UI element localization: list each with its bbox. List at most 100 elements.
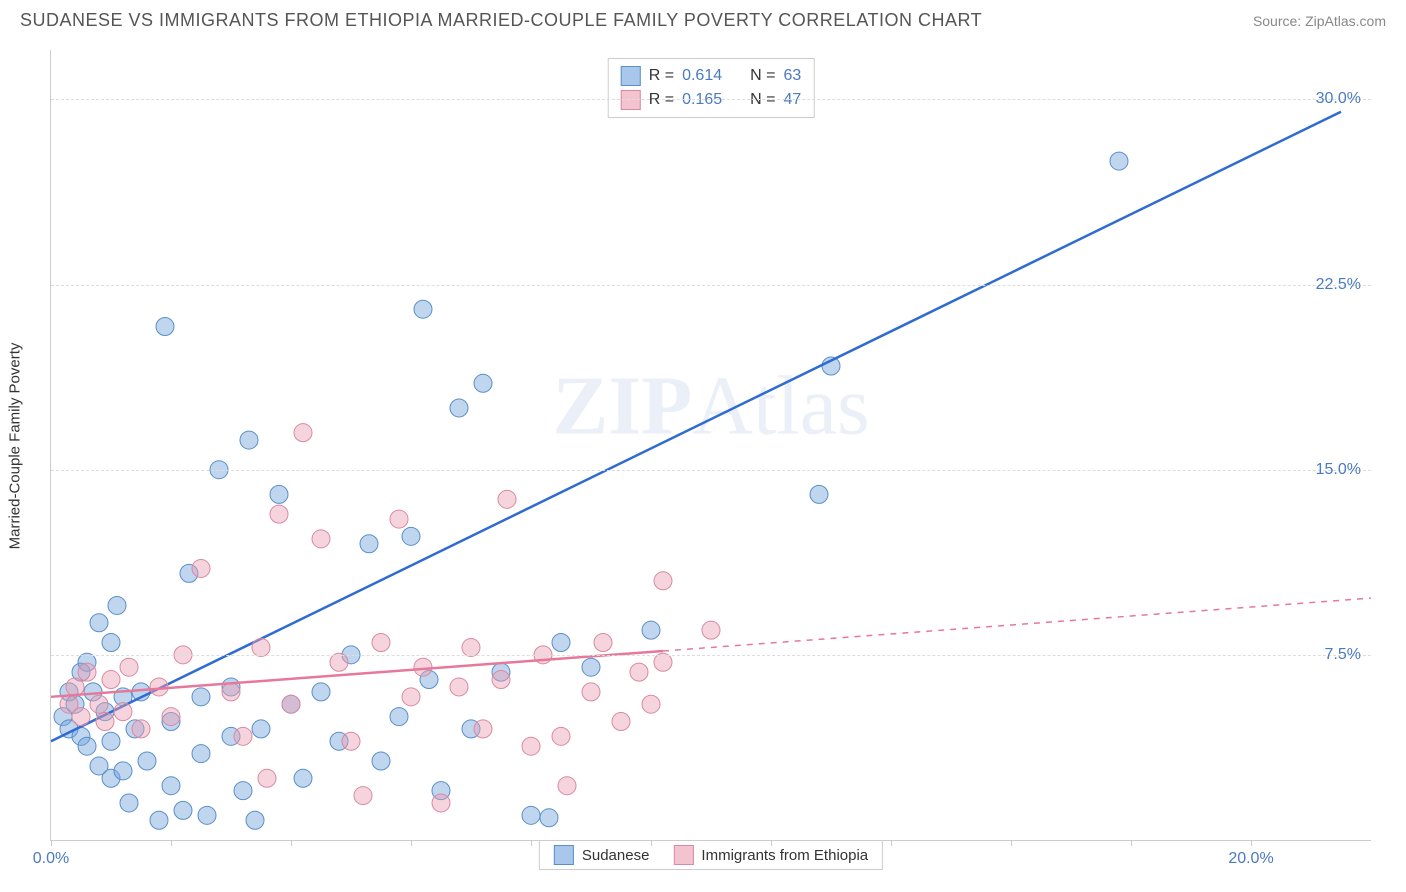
data-point (192, 688, 210, 706)
chart-plot-area: ZIPAtlas R =0.614N =63R =0.165N =47 Suda… (50, 50, 1371, 841)
data-point (474, 374, 492, 392)
data-point (630, 663, 648, 681)
data-point (72, 708, 90, 726)
data-point (342, 732, 360, 750)
data-point (702, 621, 720, 639)
data-point (90, 695, 108, 713)
x-tick-mark (531, 840, 532, 846)
data-point (174, 801, 192, 819)
data-point (78, 737, 96, 755)
data-point (642, 695, 660, 713)
stats-legend-row: R =0.614N =63 (621, 64, 802, 88)
data-point (372, 634, 390, 652)
data-point (138, 752, 156, 770)
data-point (582, 683, 600, 701)
data-point (252, 638, 270, 656)
x-tick-mark (1131, 840, 1132, 846)
legend-swatch (554, 845, 574, 865)
data-point (120, 794, 138, 812)
series-legend-box: Sudanese Immigrants from Ethiopia (539, 840, 883, 870)
data-point (282, 695, 300, 713)
legend-swatch (621, 66, 641, 86)
data-point (1110, 152, 1128, 170)
data-point (612, 713, 630, 731)
data-point (150, 811, 168, 829)
data-point (354, 787, 372, 805)
data-point (582, 658, 600, 676)
legend-swatch (673, 845, 693, 865)
data-point (432, 794, 450, 812)
regression-line-extrapolated (663, 598, 1371, 651)
data-point (558, 777, 576, 795)
r-value: 0.614 (682, 67, 722, 85)
data-point (96, 713, 114, 731)
data-point (234, 727, 252, 745)
grid-line (51, 285, 1371, 286)
data-point (102, 634, 120, 652)
legend-series-name: Immigrants from Ethiopia (701, 847, 868, 864)
data-point (450, 678, 468, 696)
data-point (552, 727, 570, 745)
data-point (360, 535, 378, 553)
data-point (222, 683, 240, 701)
data-point (258, 769, 276, 787)
legend-item: Sudanese (554, 845, 650, 865)
data-point (102, 732, 120, 750)
data-point (114, 703, 132, 721)
legend-series-name: Sudanese (582, 847, 650, 864)
regression-line (51, 112, 1341, 742)
n-label: N = (750, 67, 775, 85)
data-point (390, 510, 408, 528)
data-point (108, 596, 126, 614)
data-point (114, 762, 132, 780)
data-point (810, 485, 828, 503)
data-point (654, 653, 672, 671)
grid-line (51, 655, 1371, 656)
y-tick-label: 15.0% (1316, 461, 1361, 479)
data-point (462, 638, 480, 656)
data-point (132, 720, 150, 738)
y-axis-label: Married-Couple Family Poverty (7, 343, 24, 550)
data-point (540, 809, 558, 827)
data-point (246, 811, 264, 829)
x-tick-mark (171, 840, 172, 846)
data-point (198, 806, 216, 824)
data-point (330, 653, 348, 671)
data-point (390, 708, 408, 726)
chart-title: SUDANESE VS IMMIGRANTS FROM ETHIOPIA MAR… (20, 10, 982, 31)
data-point (294, 769, 312, 787)
data-point (294, 424, 312, 442)
data-point (78, 663, 96, 681)
data-point (252, 720, 270, 738)
source-attribution: Source: ZipAtlas.com (1253, 13, 1386, 29)
x-tick-mark (51, 840, 52, 846)
data-point (150, 678, 168, 696)
data-point (156, 318, 174, 336)
data-point (594, 634, 612, 652)
data-point (492, 671, 510, 689)
grid-line (51, 470, 1371, 471)
data-point (654, 572, 672, 590)
data-point (498, 490, 516, 508)
x-tick-mark (771, 840, 772, 846)
data-point (312, 683, 330, 701)
grid-line (51, 99, 1371, 100)
data-point (372, 752, 390, 770)
data-point (102, 671, 120, 689)
data-point (474, 720, 492, 738)
data-point (192, 745, 210, 763)
data-point (402, 527, 420, 545)
x-tick-label: 0.0% (33, 850, 69, 868)
x-tick-mark (651, 840, 652, 846)
data-point (552, 634, 570, 652)
x-tick-mark (291, 840, 292, 846)
scatter-plot-svg (51, 50, 1371, 840)
y-tick-label: 22.5% (1316, 276, 1361, 294)
data-point (450, 399, 468, 417)
data-point (522, 806, 540, 824)
data-point (66, 678, 84, 696)
data-point (234, 782, 252, 800)
stats-legend-box: R =0.614N =63R =0.165N =47 (608, 58, 815, 118)
data-point (522, 737, 540, 755)
x-tick-mark (891, 840, 892, 846)
